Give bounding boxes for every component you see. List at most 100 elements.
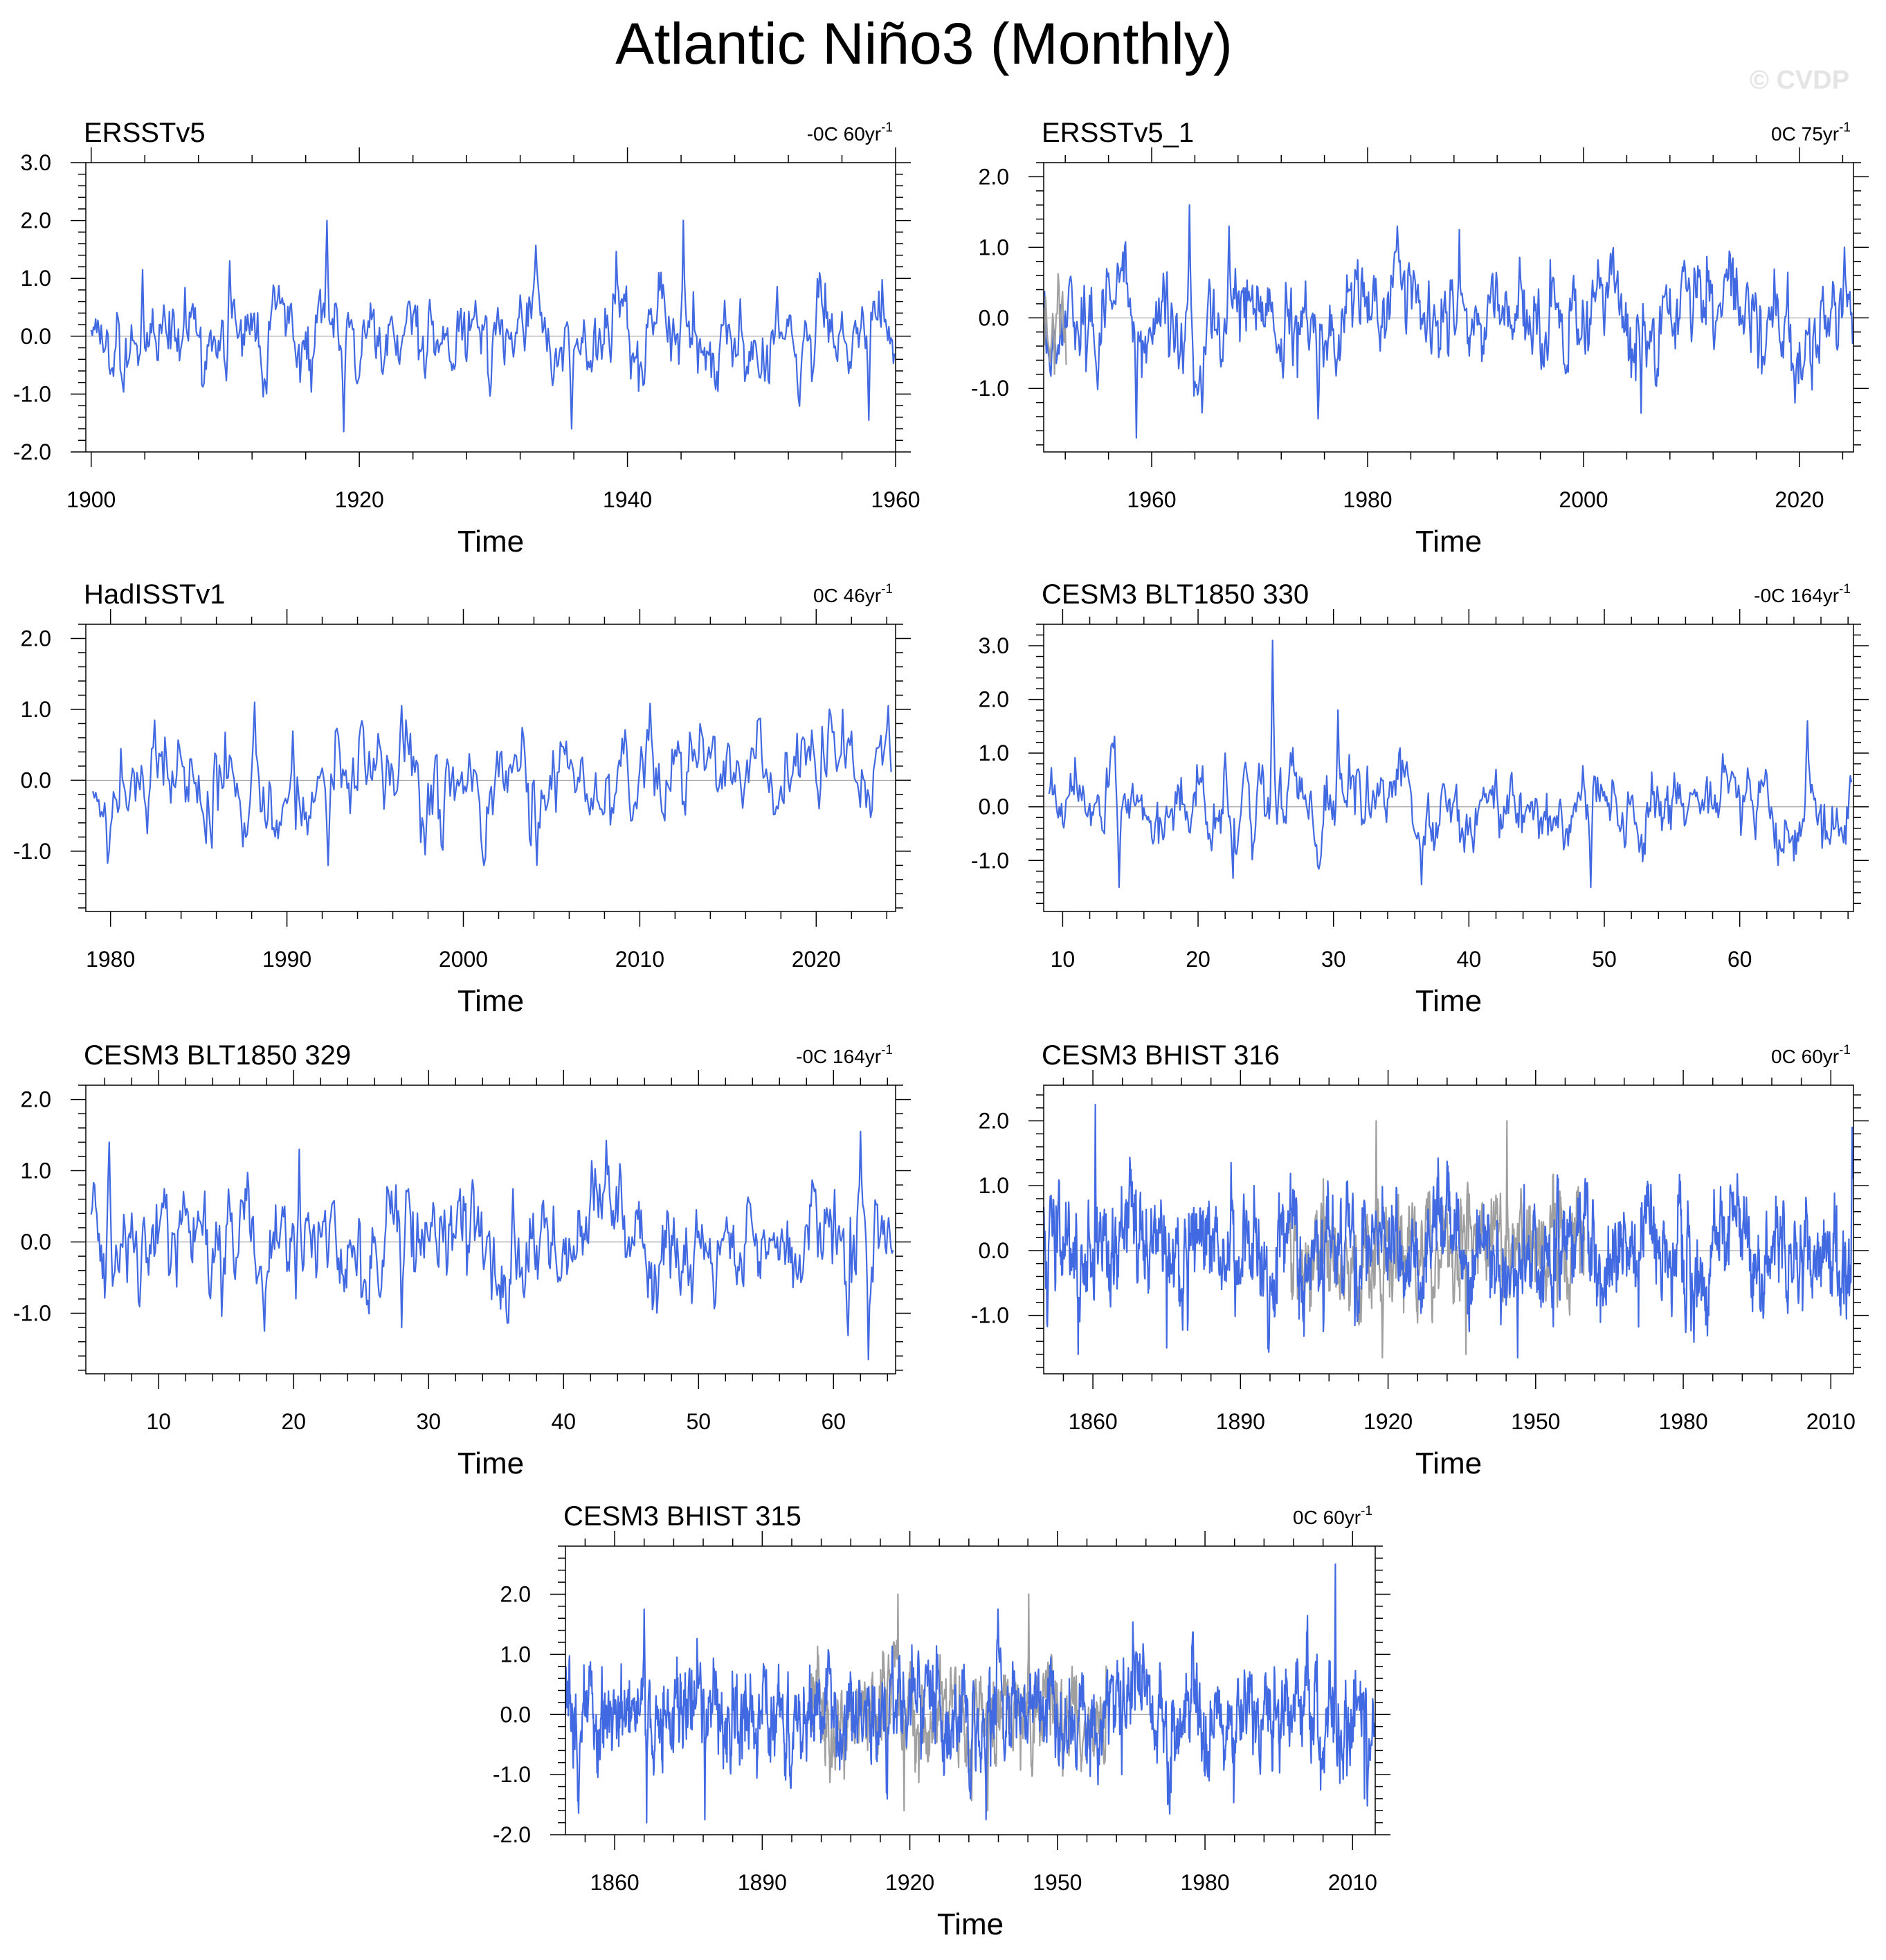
panel-title: CESM3 BLT1850 330 [1042, 579, 1309, 610]
x-tick-label: 2010 [1328, 1870, 1377, 1895]
x-tick-label: 1980 [1343, 487, 1392, 512]
y-tick-label: 2.0 [21, 1087, 51, 1112]
x-tick-label: 1980 [1658, 1409, 1707, 1434]
figure-title: Atlantic Niño3 (Monthly) [615, 11, 1233, 76]
panel-title: CESM3 BHIST 315 [563, 1501, 801, 1532]
trend-label-exponent: -1 [1839, 582, 1851, 597]
x-tick-label: 1950 [1033, 1870, 1082, 1895]
series-line-atlantic-ni-o3 [1048, 639, 1853, 889]
series-line-atlantic-ni-o3 [1042, 1104, 1853, 1359]
chart-panel-cesm3_blt1850_329: CESM3 BLT1850 329 -0C 164yr-1 -1.0 0.0 1.0 2.… [13, 1040, 911, 1480]
y-tick-label: 0.0 [21, 1230, 51, 1255]
x-tick-label: 20 [1186, 947, 1211, 972]
cvdp-watermark: © CVDP [1750, 66, 1849, 95]
trend-label-exponent: -1 [1361, 1504, 1372, 1518]
x-tick-label: 1920 [1363, 1409, 1413, 1434]
y-tick-label: -1.0 [971, 376, 1009, 401]
x-tick-label: 2000 [439, 947, 488, 972]
y-tick-label: 0.0 [21, 324, 51, 349]
chart-panel-cesm3_blt1850_330: CESM3 BLT1850 330 -0C 164yr-1 -1.0 0.0 1.0 2.… [971, 579, 1869, 1018]
y-tick-label: 0.0 [979, 795, 1009, 819]
x-tick-label: 20 [282, 1409, 307, 1434]
panel-title: CESM3 BLT1850 329 [84, 1040, 351, 1071]
x-tick-label: 1890 [1216, 1409, 1265, 1434]
trend-label: 0C 60yr-1 [1771, 1043, 1851, 1067]
y-tick-label: 1.0 [500, 1642, 531, 1667]
x-tick-label: 10 [1051, 947, 1076, 972]
trend-label: -0C 60yr-1 [807, 120, 893, 145]
x-tick-label: 2010 [615, 947, 664, 972]
x-tick-label: 1960 [1127, 487, 1176, 512]
x-tick-label: 1960 [871, 487, 920, 512]
plot-frame [1043, 1085, 1854, 1374]
series-line-atlantic-ni-o3 [92, 701, 892, 866]
y-tick-label: 0.0 [979, 305, 1009, 330]
y-tick-label: -1.0 [971, 848, 1009, 873]
chart-panel-cesm3_bhist_316: CESM3 BHIST 316 0C 60yr-1 -1.0 0.0 1.0 2.0 186… [971, 1040, 1869, 1480]
x-tick-label: 30 [417, 1409, 442, 1434]
y-tick-label: 2.0 [21, 626, 51, 651]
x-tick-label: 2020 [1775, 487, 1824, 512]
plot-frame [1043, 624, 1854, 912]
plot-frame [85, 1085, 896, 1374]
x-axis-title: Time [1415, 1446, 1482, 1480]
x-tick-label: 60 [822, 1409, 846, 1434]
chart-panel-ersstv5_1: ERSSTv5_1 0C 75yr-1 -1.0 0.0 1.0 2.0 1960 1980 2… [971, 118, 1869, 559]
y-tick-label: 1.0 [979, 235, 1009, 260]
x-tick-label: 1920 [335, 487, 384, 512]
series-line-observations [1042, 273, 1067, 375]
series-line-atlantic-ni-o3 [90, 219, 896, 433]
panel-title: ERSSTv5 [84, 118, 206, 148]
y-tick-label: -2.0 [13, 439, 51, 464]
plot-frame [1043, 162, 1854, 453]
x-tick-label: 2000 [1559, 487, 1608, 512]
x-tick-label: 1980 [86, 947, 135, 972]
x-axis-title: Time [937, 1907, 1004, 1941]
plot-frame [85, 624, 896, 912]
y-tick-label: 0.0 [500, 1702, 531, 1727]
y-tick-label: 1.0 [21, 266, 51, 291]
x-tick-label: 2020 [792, 947, 841, 972]
chart-panel-hadisstv1: HadISSTv1 0C 46yr-1 -1.0 0.0 1.0 2.0 1980 1990 2… [13, 579, 911, 1018]
x-tick-label: 50 [1592, 947, 1617, 972]
y-tick-label: 3.0 [21, 150, 51, 175]
y-tick-label: 1.0 [21, 1159, 51, 1183]
panel-title: CESM3 BHIST 316 [1042, 1040, 1280, 1071]
y-tick-label: 1.0 [21, 697, 51, 722]
y-tick-label: 0.0 [21, 768, 51, 792]
x-tick-label: 1990 [262, 947, 311, 972]
y-tick-label: -2.0 [493, 1822, 531, 1847]
y-tick-label: -1.0 [971, 1303, 1009, 1328]
y-tick-label: -1.0 [13, 839, 51, 864]
y-tick-label: 3.0 [979, 633, 1009, 658]
trend-label-exponent: -1 [1839, 120, 1851, 135]
trend-label: 0C 75yr-1 [1771, 120, 1851, 145]
panels-container: ERSSTv5 -0C 60yr-1 -2.0 -1.0 0.0 1.0 2.0 3.0 190… [13, 118, 1869, 1941]
trend-label: 0C 60yr-1 [1293, 1504, 1372, 1528]
x-tick-label: 50 [687, 1409, 711, 1434]
x-tick-label: 30 [1321, 947, 1346, 972]
y-tick-label: 1.0 [979, 1173, 1009, 1198]
x-tick-label: 1860 [1068, 1409, 1117, 1434]
x-axis-title: Time [457, 525, 524, 559]
x-axis-title: Time [1415, 984, 1482, 1018]
x-tick-label: 2010 [1806, 1409, 1856, 1434]
series-line-atlantic-ni-o3 [564, 1563, 1375, 1824]
trend-label: -0C 164yr-1 [796, 1043, 893, 1067]
x-axis-title: Time [1415, 525, 1482, 559]
x-tick-label: 1890 [738, 1870, 787, 1895]
plot-frame [85, 162, 896, 453]
y-tick-label: 2.0 [979, 1109, 1009, 1134]
chart-panel-ersstv5: ERSSTv5 -0C 60yr-1 -2.0 -1.0 0.0 1.0 2.0 3.0 190… [13, 118, 921, 559]
panel-title: ERSSTv5_1 [1042, 118, 1194, 148]
y-tick-label: -1.0 [493, 1762, 531, 1787]
x-tick-label: 40 [1457, 947, 1482, 972]
trend-label-exponent: -1 [881, 1043, 893, 1058]
y-tick-label: 1.0 [979, 741, 1009, 765]
x-tick-label: 60 [1728, 947, 1752, 972]
series-line-atlantic-ni-o3 [90, 1130, 894, 1361]
trend-label: -0C 164yr-1 [1754, 582, 1851, 606]
trend-label-exponent: -1 [881, 120, 893, 135]
series-line-atlantic-ni-o3 [1042, 204, 1853, 439]
